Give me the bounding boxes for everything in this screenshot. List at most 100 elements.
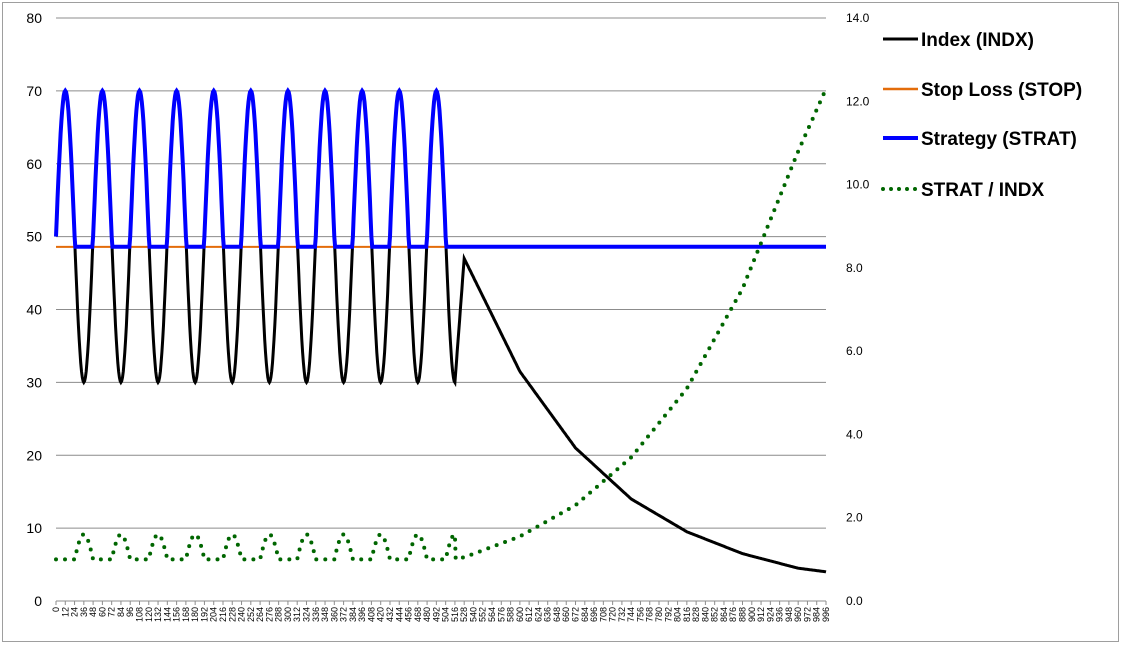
x-tick-label: 768 — [645, 607, 655, 622]
x-tick-label: 576 — [496, 607, 506, 622]
x-tick-label: 912 — [756, 607, 766, 622]
y-tick-label: 50 — [26, 229, 42, 245]
legend-label: Index (INDX) — [921, 30, 1034, 51]
x-tick-label: 216 — [218, 607, 228, 622]
x-tick-label: 360 — [329, 607, 339, 622]
x-tick-label: 744 — [626, 607, 636, 622]
x-tick-label: 156 — [172, 607, 182, 622]
legend-item: Strategy (STRAT) — [883, 129, 1077, 150]
legend-label: STRAT / INDX — [921, 180, 1044, 201]
x-tick-label: 132 — [153, 607, 163, 622]
x-tick-label: 324 — [301, 607, 311, 622]
x-tick-label: 204 — [209, 607, 219, 622]
x-tick-label: 516 — [450, 607, 460, 622]
x-tick-label: 732 — [617, 607, 627, 622]
y-tick-label: 0 — [34, 593, 42, 609]
legend-item: Stop Loss (STOP) — [883, 80, 1082, 101]
x-tick-label: 648 — [552, 607, 562, 622]
y2-tick-label: 10.0 — [846, 178, 870, 192]
y-tick-label: 60 — [26, 156, 42, 172]
x-tick-label: 12 — [60, 607, 70, 617]
x-tick-label: 840 — [700, 607, 710, 622]
x-tick-label: 240 — [237, 607, 247, 622]
x-tick-label: 792 — [663, 607, 673, 622]
x-tick-label: 180 — [190, 607, 200, 622]
x-tick-label: 984 — [812, 607, 822, 622]
y2-tick-label: 0.0 — [846, 594, 863, 608]
y2-tick-label: 14.0 — [846, 11, 870, 25]
x-tick-label: 948 — [784, 607, 794, 622]
x-tick-label: 888 — [738, 607, 748, 622]
x-tick-label: 372 — [339, 607, 349, 622]
legend-item: STRAT / INDX — [881, 180, 1044, 201]
y2-tick-label: 2.0 — [846, 511, 863, 525]
x-tick-label: 660 — [561, 607, 571, 622]
y-tick-label: 40 — [26, 302, 42, 318]
y-tick-label: 20 — [26, 447, 42, 463]
x-tick-label: 276 — [264, 607, 274, 622]
x-tick-label: 600 — [515, 607, 525, 622]
legend-item: Index (INDX) — [883, 30, 1034, 51]
x-tick-label: 60 — [97, 607, 107, 617]
x-tick-label: 24 — [70, 607, 80, 617]
x-tick-label: 708 — [598, 607, 608, 622]
x-tick-label: 264 — [255, 607, 265, 622]
x-tick-label: 720 — [608, 607, 618, 622]
x-tick-label: 252 — [246, 607, 256, 622]
x-tick-label: 612 — [524, 607, 534, 622]
x-tick-label: 84 — [116, 607, 126, 617]
x-tick-label: 528 — [459, 607, 469, 622]
x-tick-label: 312 — [292, 607, 302, 622]
x-tick-label: 468 — [413, 607, 423, 622]
x-tick-label: 552 — [478, 607, 488, 622]
x-tick-label: 168 — [181, 607, 191, 622]
x-tick-label: 144 — [162, 607, 172, 622]
y-tick-label: 30 — [26, 374, 42, 390]
x-tick-label: 876 — [728, 607, 738, 622]
x-tick-label: 0 — [51, 607, 61, 612]
x-tick-label: 120 — [144, 607, 154, 622]
x-tick-label: 636 — [543, 607, 553, 622]
x-tick-label: 384 — [348, 607, 358, 622]
x-tick-label: 804 — [673, 607, 683, 622]
plot-series — [54, 86, 828, 574]
series-strategy-line — [54, 87, 826, 249]
x-tick-label: 408 — [366, 607, 376, 622]
x-tick-label: 396 — [357, 607, 367, 622]
y2-tick-label: 4.0 — [846, 427, 863, 441]
x-tick-label: 696 — [589, 607, 599, 622]
x-tick-label: 48 — [88, 607, 98, 617]
x-tick-label: 960 — [793, 607, 803, 622]
x-tick-label: 336 — [311, 607, 321, 622]
legend: Index (INDX) Stop Loss (STOP) Strategy (ST… — [881, 30, 1082, 201]
x-tick-label: 288 — [274, 607, 284, 622]
x-tick-label: 780 — [654, 607, 664, 622]
x-tick-label: 192 — [199, 607, 209, 622]
gridlines — [56, 17, 826, 529]
x-tick-label: 924 — [765, 607, 775, 622]
x-tick-label: 564 — [487, 607, 497, 622]
x-tick-label: 540 — [468, 607, 478, 622]
x-tick-label: 816 — [682, 607, 692, 622]
x-tick-label: 36 — [79, 607, 89, 617]
x-tick-label: 588 — [506, 607, 516, 622]
x-tick-label: 108 — [134, 607, 144, 622]
x-tick-label: 828 — [691, 607, 701, 622]
x-axis-ticks: 0 12 24 36 48 60 72 84 96 108 120 132 144 156 168 180 19… — [51, 601, 831, 622]
x-tick-label: 420 — [376, 607, 386, 622]
x-tick-label: 228 — [227, 607, 237, 622]
x-tick-label: 756 — [635, 607, 645, 622]
left-axis-ticks: 0 10 20 30 40 50 60 70 80 — [26, 10, 42, 609]
legend-label: Stop Loss (STOP) — [921, 80, 1082, 101]
x-tick-label: 480 — [422, 607, 432, 622]
x-tick-label: 300 — [283, 607, 293, 622]
right-axis-ticks: 0.0 2.0 4.0 6.0 8.0 10.0 12.0 14.0 — [846, 11, 870, 608]
x-tick-label: 672 — [571, 607, 581, 622]
x-tick-label: 972 — [802, 607, 812, 622]
x-tick-label: 624 — [533, 607, 543, 622]
x-tick-label: 492 — [431, 607, 441, 622]
x-tick-label: 996 — [821, 607, 831, 622]
x-tick-label: 936 — [775, 607, 785, 622]
